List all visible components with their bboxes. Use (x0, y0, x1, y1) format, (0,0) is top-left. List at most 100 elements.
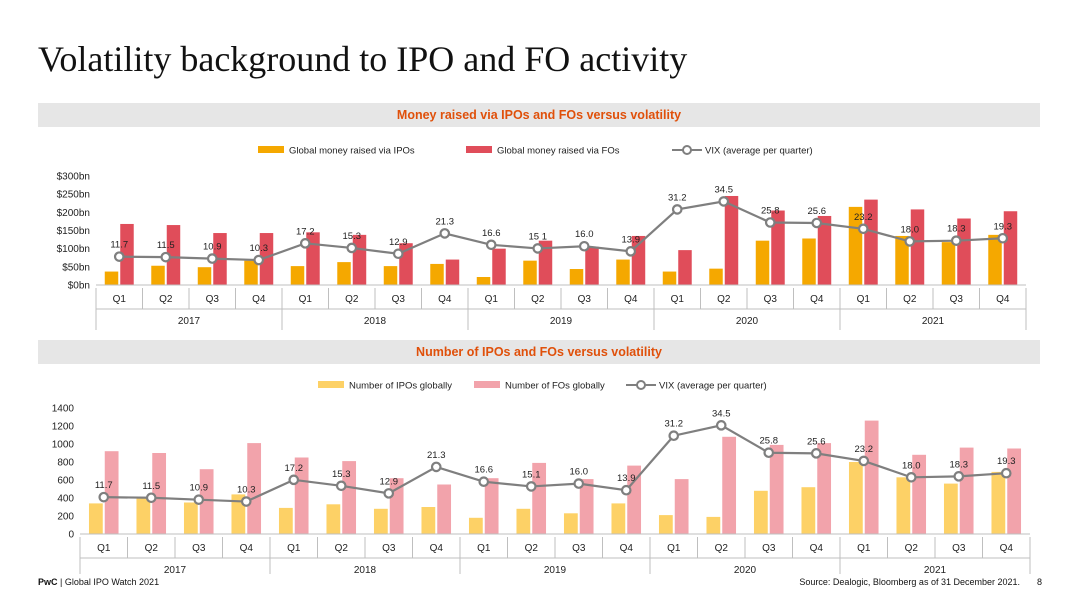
chart2-year-label: 2019 (544, 565, 567, 574)
chart1-quarter-label: Q1 (671, 294, 685, 305)
chart2-vix-label: 31.2 (665, 419, 684, 430)
chart2-vix-point (288, 474, 300, 486)
chart2-vix-point (573, 478, 585, 489)
chart1-fo-bar (352, 234, 367, 285)
chart2-fo-bar (959, 447, 974, 534)
chart1-ipo-bar (476, 277, 491, 285)
chart1-vix-point (857, 223, 869, 235)
chart2-ipo-bar (136, 498, 151, 534)
chart1-quarter-label: Q3 (578, 294, 592, 305)
chart2-quarter-label: Q4 (240, 543, 254, 554)
chart1-ipo-bar (988, 234, 1002, 285)
chart2-ipo-bar (896, 477, 911, 534)
chart2-vix-label: 21.3 (427, 450, 446, 461)
chart2-quarter-label: Q3 (762, 543, 776, 554)
chart1-ipo-bar (941, 242, 956, 285)
chart1-vix-point (811, 217, 823, 229)
chart2-legend-swatch-0 (318, 381, 344, 388)
chart1-vix-label: 25.8 (761, 206, 780, 217)
chart2-quarter-label: Q3 (572, 543, 586, 554)
chart2-vix-point (810, 448, 822, 459)
chart2-vix-label: 23.2 (855, 444, 874, 455)
chart2-vix-label: 11.7 (95, 480, 113, 491)
chart1-quarter-label: Q1 (113, 294, 127, 305)
chart1-vix-point (485, 239, 497, 251)
chart2-ytick-label: 1200 (52, 422, 75, 433)
chart2-fo-bar (342, 461, 357, 534)
chart2-vix-point (953, 471, 965, 482)
chart1-ipo-bar (337, 262, 351, 285)
chart1-fo-bar (492, 248, 506, 285)
chart1-year-label: 2017 (178, 316, 201, 327)
chart1-legend-label-0: Global money raised via IPOs (289, 146, 415, 157)
chart1-fo-bar (910, 209, 925, 285)
chart1-vix-point (160, 251, 172, 263)
chart1-ytick-label: $0bn (68, 281, 90, 292)
chart2-ytick-label: 1000 (52, 440, 75, 451)
chart2-vix-label: 16.0 (570, 467, 589, 478)
chart1-vix-label: 10.9 (203, 242, 222, 253)
chart1-vix-point (764, 217, 776, 228)
chart2-vix-point (335, 480, 347, 492)
chart2-vix-point (240, 496, 252, 507)
chart1-ipo-bar (616, 259, 630, 285)
chart1-vix-label: 11.5 (157, 240, 175, 251)
chart2-ipo-bar (848, 462, 863, 534)
chart1-vix-point (113, 251, 125, 262)
chart1-ipo-bar (197, 267, 212, 285)
chart1-quarter-label: Q2 (717, 294, 731, 305)
chart2-vix-point (858, 455, 870, 467)
chart2-quarter-label: Q3 (382, 543, 396, 554)
chart1-vix-line (119, 200, 1003, 262)
chart1-quarter-label: Q1 (299, 294, 313, 305)
chart1-fo-bar (771, 210, 785, 285)
chart1-ipo-bar (104, 271, 119, 285)
chart2-ipo-bar (421, 507, 436, 534)
chart2-quarter-label: Q1 (477, 543, 491, 554)
page-number: 8 (1036, 577, 1042, 587)
chart2-vix-point (145, 492, 157, 504)
chart1-fo-bar (585, 246, 599, 285)
chart2-vix-point (98, 491, 110, 503)
chart1-fo-bar (538, 240, 553, 285)
chart2-quarter-label: Q4 (620, 543, 634, 554)
chart2-quarter-label: Q2 (525, 543, 539, 554)
chart2-fo-bar (104, 451, 119, 534)
chart2-vix-label: 10.3 (237, 485, 256, 496)
chart2-vix-label: 11.5 (142, 481, 160, 492)
chart1-quarter-label: Q4 (624, 294, 638, 305)
chart1-quarter-label: Q1 (857, 294, 871, 305)
chart1-quarter-label: Q3 (206, 294, 220, 305)
chart1-year-label: 2019 (550, 316, 573, 327)
chart1-ipo-bar (895, 235, 909, 285)
footer-report: PwC | Global IPO Watch 2021 (38, 577, 159, 587)
chart1-vix-label: 18.0 (901, 224, 920, 235)
chart2-ytick-label: 0 (68, 530, 74, 541)
chart2-legend-label-1: Number of FOs globally (505, 381, 605, 392)
chart1-year-label: 2021 (922, 316, 945, 327)
chart2-vix-label: 34.5 (712, 408, 731, 419)
chart1-fo-bar (1003, 211, 1018, 285)
chart2-vix-point (763, 447, 775, 459)
chart1-vix-label: 21.3 (436, 216, 455, 227)
chart1-vix-label: 25.6 (808, 206, 827, 217)
chart2-vix-label: 19.3 (997, 456, 1016, 467)
chart1-ipo-bar (244, 260, 258, 285)
chart2-ytick-label: 200 (57, 512, 74, 523)
chart2-vix-point (1000, 467, 1012, 479)
chart1-legend-swatch-1 (466, 146, 492, 153)
chart2-ipo-bar (801, 487, 816, 534)
chart2-fo-bar (294, 457, 309, 534)
chart2-vix-point (383, 488, 395, 499)
chart1-vix-label: 16.6 (482, 228, 501, 239)
chart1-quarter-label: Q4 (252, 294, 266, 305)
chart2-vix-label: 15.3 (332, 469, 351, 480)
chart2-ipo-bar (326, 504, 341, 534)
chart2-ytick-label: 800 (57, 458, 74, 469)
chart2-vix-point (905, 472, 917, 483)
chart1-ytick-label: $50bn (62, 262, 90, 273)
chart2-fo-bar (532, 462, 547, 534)
chart2-vix-label: 17.2 (285, 463, 304, 474)
chart1-vix-point (950, 235, 962, 246)
footer-source: Source: Dealogic, Bloomberg as of 31 Dec… (799, 577, 1020, 587)
